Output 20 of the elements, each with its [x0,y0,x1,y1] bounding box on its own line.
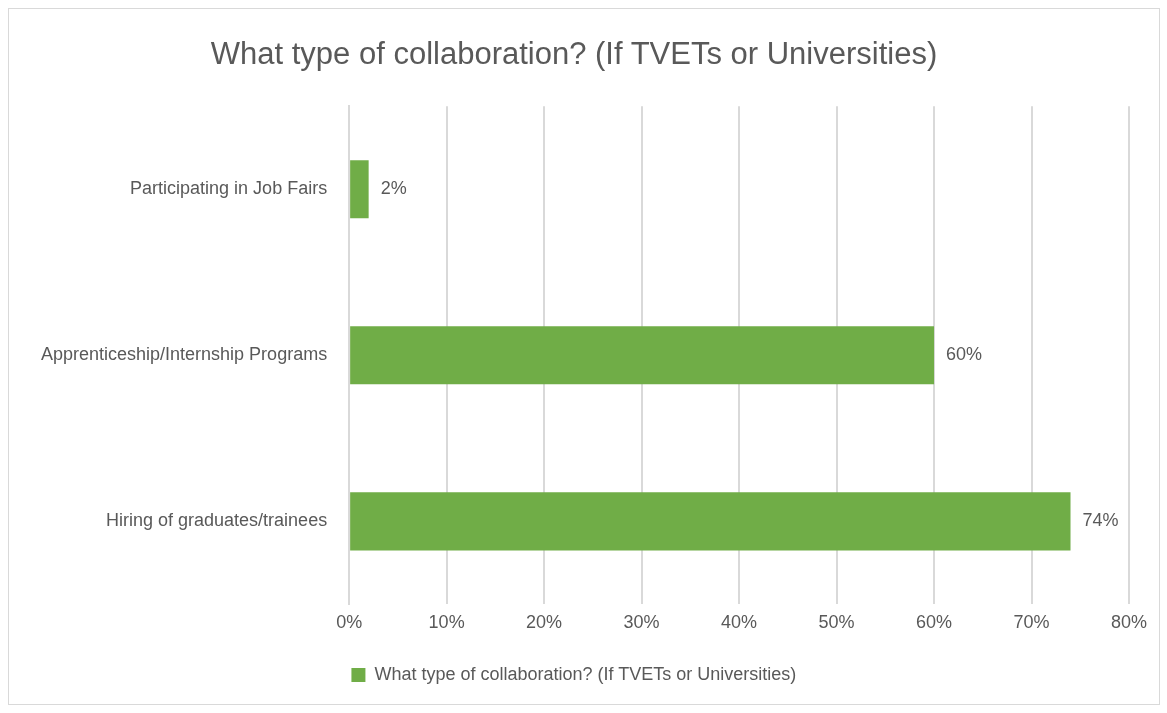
x-tick-label: 60% [916,612,953,633]
x-tick-label: 20% [526,612,563,633]
x-tick-label: 0% [336,612,363,633]
legend-label: What type of collaboration? (If TVETs or Universities) [374,663,797,684]
bar [350,492,1071,551]
y-tick-label: Participating in Job Fairs [130,178,328,199]
data-label: 60% [946,344,983,365]
x-tick-label: 40% [721,612,758,633]
y-tick-label: Apprenticeship/Internship Programs [40,344,328,365]
bar [350,160,369,219]
x-tick-label: 10% [428,612,465,633]
bar [350,326,935,385]
data-label: 74% [1082,510,1119,531]
y-tick-label: Hiring of graduates/trainees [106,510,328,531]
x-tick-label: 50% [818,612,855,633]
data-label: 2% [380,178,407,199]
x-tick-label: 70% [1013,612,1050,633]
x-tick-label: 30% [623,612,660,633]
x-tick-label: 80% [1110,612,1148,633]
chart-title: What type of collaboration? (If TVETs or Universities) [210,36,938,72]
